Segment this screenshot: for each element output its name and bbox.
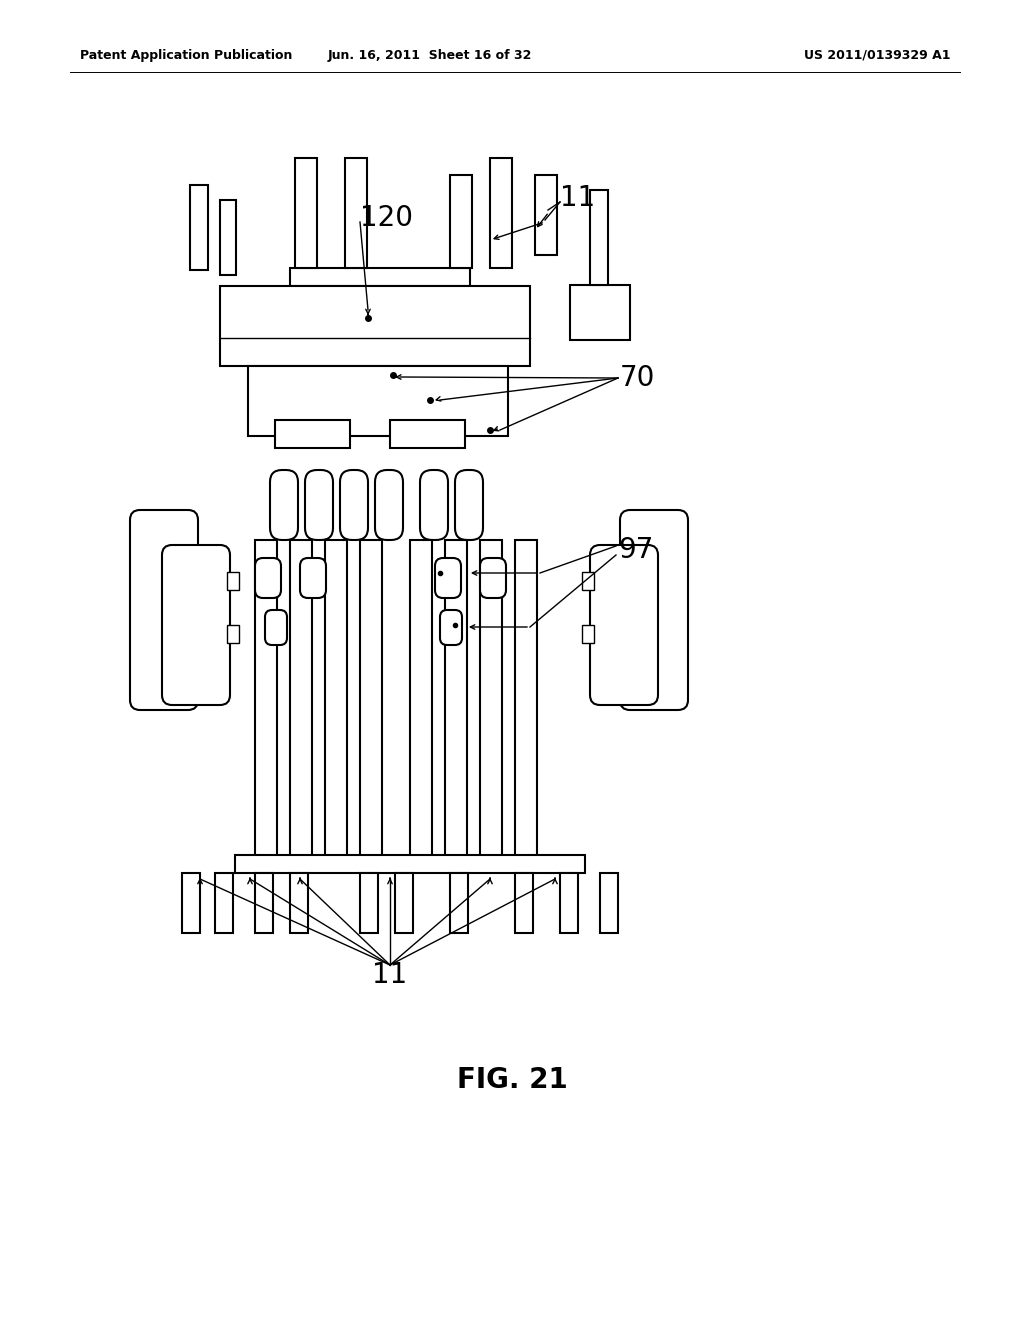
Bar xyxy=(255,873,273,933)
Bar xyxy=(360,540,382,861)
Bar xyxy=(345,158,367,268)
Bar xyxy=(515,873,534,933)
Bar xyxy=(275,420,350,447)
FancyBboxPatch shape xyxy=(455,470,483,540)
FancyBboxPatch shape xyxy=(162,545,230,705)
Bar xyxy=(410,540,432,861)
FancyBboxPatch shape xyxy=(420,470,449,540)
Bar xyxy=(227,572,239,590)
Bar xyxy=(234,855,585,873)
Bar xyxy=(480,540,502,861)
FancyBboxPatch shape xyxy=(480,558,506,598)
Bar xyxy=(560,873,578,933)
Bar xyxy=(612,545,624,568)
Bar xyxy=(535,176,557,255)
FancyBboxPatch shape xyxy=(130,510,198,710)
Text: 11: 11 xyxy=(373,961,408,989)
Bar xyxy=(295,158,317,268)
Bar xyxy=(220,201,236,275)
Text: FIG. 21: FIG. 21 xyxy=(457,1067,567,1094)
Bar xyxy=(255,540,278,861)
Bar xyxy=(290,873,308,933)
FancyBboxPatch shape xyxy=(620,510,688,710)
Bar xyxy=(395,873,413,933)
Text: 120: 120 xyxy=(360,205,413,232)
Bar xyxy=(248,366,508,436)
FancyBboxPatch shape xyxy=(255,558,281,598)
Text: 11: 11 xyxy=(560,183,595,213)
Bar xyxy=(195,618,207,640)
Bar xyxy=(570,285,630,341)
FancyBboxPatch shape xyxy=(440,610,462,645)
Bar xyxy=(450,176,472,268)
FancyBboxPatch shape xyxy=(265,610,287,645)
FancyBboxPatch shape xyxy=(300,558,326,598)
Bar xyxy=(450,873,468,933)
Bar xyxy=(227,624,239,643)
Text: US 2011/0139329 A1: US 2011/0139329 A1 xyxy=(804,49,950,62)
FancyBboxPatch shape xyxy=(340,470,368,540)
Bar xyxy=(515,540,537,861)
Bar xyxy=(490,158,512,268)
FancyBboxPatch shape xyxy=(375,470,403,540)
Bar xyxy=(600,873,618,933)
FancyBboxPatch shape xyxy=(435,558,461,598)
Bar xyxy=(182,873,200,933)
Bar xyxy=(390,420,465,447)
Text: Patent Application Publication: Patent Application Publication xyxy=(80,49,293,62)
Bar xyxy=(195,545,207,568)
FancyBboxPatch shape xyxy=(270,470,298,540)
Bar xyxy=(582,624,594,643)
Bar xyxy=(290,540,312,861)
Bar xyxy=(215,873,233,933)
Bar xyxy=(325,540,347,861)
FancyBboxPatch shape xyxy=(590,545,658,705)
Bar xyxy=(190,185,208,271)
Bar xyxy=(612,618,624,640)
Text: 70: 70 xyxy=(620,364,655,392)
Bar xyxy=(220,286,530,366)
Bar xyxy=(445,540,467,861)
Bar xyxy=(582,572,594,590)
Bar xyxy=(590,190,608,285)
Text: Jun. 16, 2011  Sheet 16 of 32: Jun. 16, 2011 Sheet 16 of 32 xyxy=(328,49,532,62)
FancyBboxPatch shape xyxy=(305,470,333,540)
Bar xyxy=(360,873,378,933)
Bar xyxy=(290,268,470,286)
Text: 97: 97 xyxy=(618,536,653,564)
